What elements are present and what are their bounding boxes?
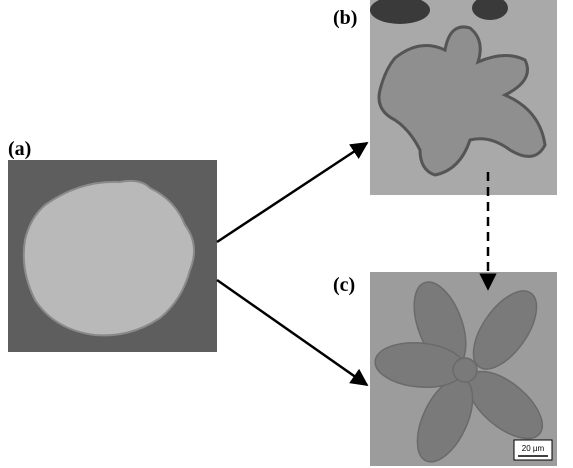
- arrow: [217, 143, 367, 242]
- panel-label: (a): [8, 138, 31, 160]
- scale-bar-label: 20 µm: [522, 444, 545, 453]
- figure: (a) (b) 20 µm (c): [0, 0, 573, 468]
- panel-c: 20 µm (c): [333, 272, 557, 468]
- panel-a: (a): [8, 138, 217, 352]
- panel-b: (b): [333, 0, 557, 195]
- panel-label: (b): [333, 7, 357, 29]
- panel-label: (c): [333, 274, 355, 296]
